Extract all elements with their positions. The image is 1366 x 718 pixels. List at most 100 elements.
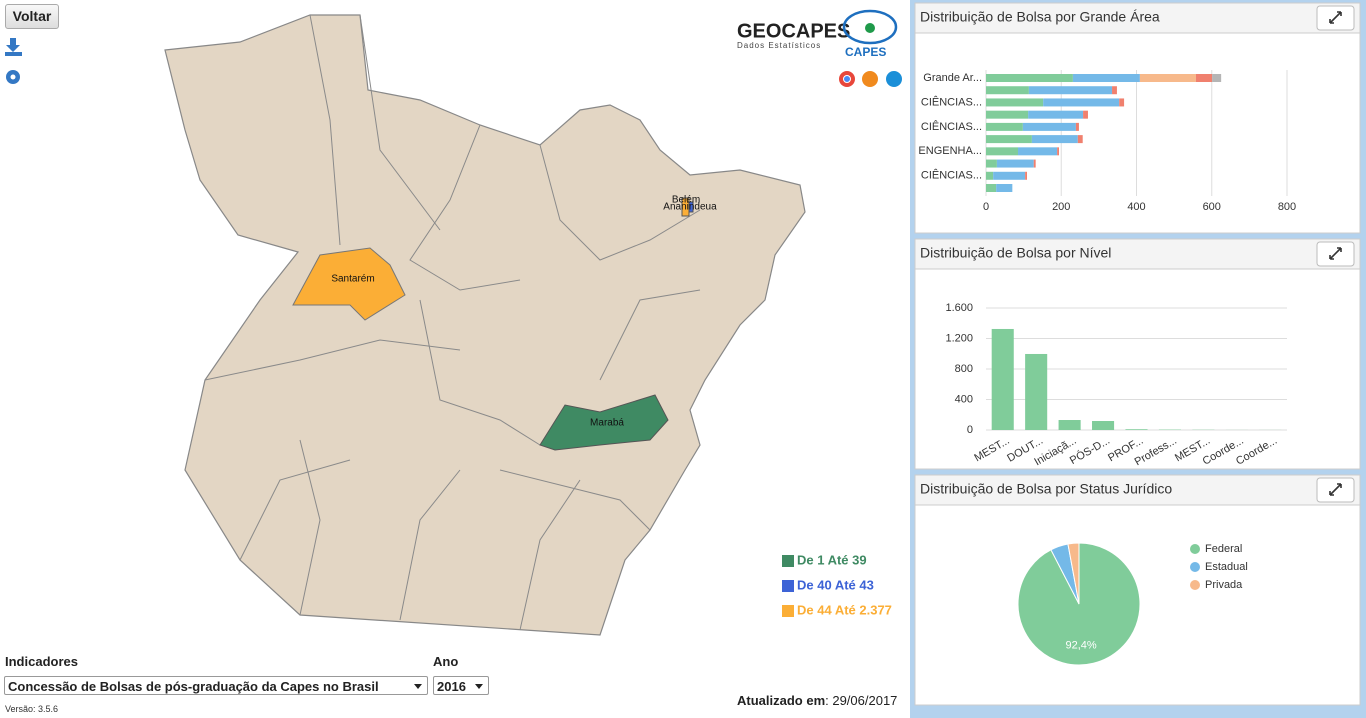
panel-title: Distribuição de Bolsa por Nível <box>920 245 1111 261</box>
bar-segment <box>986 98 1044 107</box>
x-tick-label: 800 <box>1278 201 1296 213</box>
expand-button[interactable] <box>1316 241 1355 267</box>
legend-label: De 44 Até 2.377 <box>797 602 892 617</box>
legend-label: De 40 Até 43 <box>797 577 874 592</box>
y-tick-label: Grande Ar... <box>923 72 982 84</box>
legend-label: Federal <box>1205 543 1242 555</box>
expand-buttons <box>1316 5 1355 503</box>
browser-icon <box>886 71 902 87</box>
logo-subtitle: Dados Estatísticos <box>737 41 821 50</box>
bar-segment <box>986 74 1073 82</box>
state-shape <box>164 14 806 636</box>
updated-label: Atualizado em <box>737 693 826 708</box>
settings-icon[interactable] <box>6 70 20 84</box>
bar-segment <box>1022 122 1076 131</box>
map-label: Santarém <box>331 274 374 285</box>
y-tick-label: 1.200 <box>945 332 973 344</box>
bar-segment <box>986 135 1032 144</box>
updated: Atualizado em: 29/06/2017 <box>737 693 897 708</box>
bar-segment <box>1017 147 1058 156</box>
version: Versão: 3.5.6 <box>5 704 59 714</box>
panel-title: Distribuição de Bolsa por Grande Área <box>920 9 1160 25</box>
panel <box>914 2 1361 234</box>
data-label: 92,4% <box>1065 639 1096 651</box>
bar-segment <box>996 159 1034 168</box>
y-tick-label: 800 <box>955 363 973 375</box>
legend-swatch <box>782 580 794 592</box>
bar-segment <box>986 184 997 192</box>
bar-segment <box>1119 98 1125 107</box>
y-tick-label: 400 <box>955 393 973 405</box>
bar-segment <box>1075 122 1079 131</box>
bar-segment <box>1031 135 1078 144</box>
map-label: Ananindeua <box>663 202 717 213</box>
bar-segment <box>993 171 1026 180</box>
panel-header <box>914 2 1361 34</box>
legend-label: Privada <box>1205 579 1243 591</box>
bar-segment <box>1033 159 1036 168</box>
bar <box>991 328 1014 430</box>
bar-segment <box>1028 110 1084 119</box>
legend-swatch <box>1190 580 1200 590</box>
panel-header <box>914 474 1361 506</box>
bar <box>1092 421 1115 430</box>
bar-segment <box>1139 74 1196 82</box>
region-highlight <box>539 394 669 451</box>
year-label: Ano <box>433 654 459 669</box>
bar-segment <box>986 110 1029 119</box>
expand-button[interactable] <box>1316 5 1355 31</box>
bar-segment <box>986 147 1018 156</box>
pie-slice <box>1067 542 1080 605</box>
bar-segment <box>1112 86 1117 95</box>
legend-swatch <box>782 555 794 567</box>
legend-swatch <box>1190 562 1200 572</box>
bar-segment <box>1043 98 1120 107</box>
bar-segment <box>1077 135 1083 144</box>
legend-label: De 1 Até 39 <box>797 552 867 567</box>
bar <box>1125 429 1148 430</box>
bar-segment <box>986 159 997 168</box>
x-tick-label: 600 <box>1203 201 1221 213</box>
map-label: Marabá <box>590 418 624 429</box>
logo-text: GEOCAPES <box>737 20 850 42</box>
back-button[interactable]: Voltar <box>5 4 59 29</box>
updated-date: : 29/06/2017 <box>825 693 898 708</box>
panel-title: Distribuição de Bolsa por Status Jurídic… <box>920 481 1172 497</box>
year-select[interactable]: 2016 <box>433 676 489 695</box>
region-highlight <box>292 247 406 321</box>
bar-segment <box>986 122 1023 131</box>
indicators-label: Indicadores <box>5 654 78 669</box>
x-tick-label: 0 <box>983 201 989 213</box>
bar-segment <box>986 86 1029 95</box>
logo-mark <box>842 9 898 45</box>
bar-segment <box>1212 74 1222 82</box>
download-icon[interactable] <box>5 38 22 56</box>
bar <box>1058 420 1081 430</box>
municipality-borders <box>204 14 701 631</box>
y-tick-label: 1.600 <box>945 302 973 314</box>
indicator-select[interactable]: Concessão de Bolsas de pós-graduação da … <box>4 676 428 695</box>
bar-segment <box>1025 171 1028 180</box>
bar-segment <box>1083 110 1088 119</box>
expand-button[interactable] <box>1316 477 1355 503</box>
legend-swatch <box>1190 544 1200 554</box>
map-label: Belém <box>672 195 700 206</box>
panel-header <box>914 238 1361 270</box>
bar-segment <box>1057 147 1059 156</box>
bar-segment <box>986 171 994 180</box>
panel <box>914 238 1361 470</box>
y-tick-label: CIÊNCIAS... <box>921 169 982 182</box>
logo-mark <box>865 23 875 33</box>
legend-swatch <box>782 605 794 617</box>
bar-segment <box>1195 74 1213 82</box>
browser-icon <box>862 71 878 87</box>
x-tick-label: 200 <box>1052 201 1070 213</box>
y-tick-label: CIÊNCIAS... <box>921 120 982 133</box>
bar-segment <box>996 184 1013 192</box>
map: Santarém Marabá Belém Ananindeua <box>164 14 806 636</box>
logo-capes: CAPES <box>845 45 886 59</box>
legend-label: Estadual <box>1205 561 1248 573</box>
y-tick-label: ENGENHA... <box>918 145 982 157</box>
